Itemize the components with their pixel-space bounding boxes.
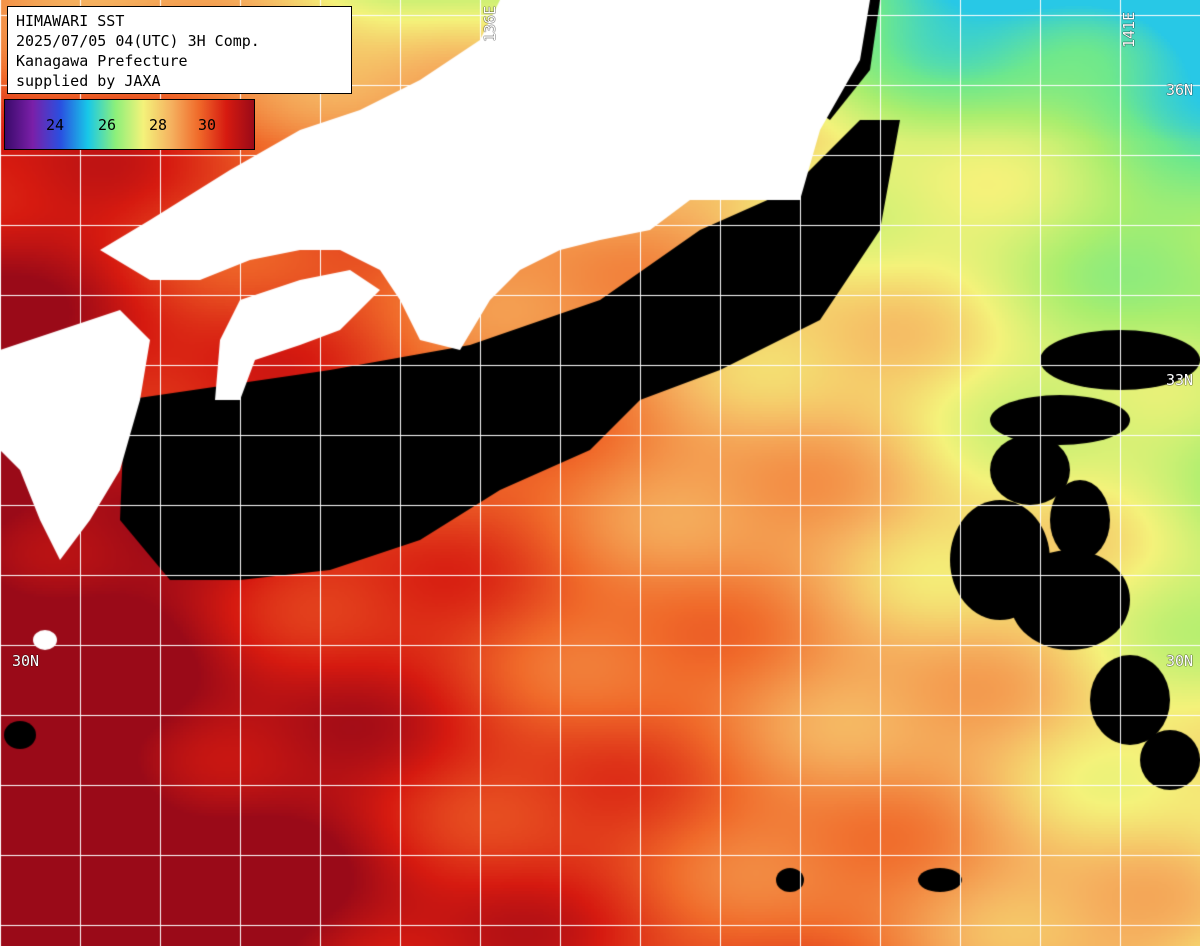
data-credit: supplied by JAXA (16, 72, 161, 90)
provider-org: Kanagawa Prefecture (16, 52, 188, 70)
lon-label-141e: 141E (1120, 11, 1138, 48)
lat-label-30n-right: 30N (1166, 652, 1194, 670)
lat-label-30n-left: 30N (12, 652, 40, 670)
lat-label-36n: 36N (1166, 81, 1194, 99)
colorbar-tick-30: 30 (197, 116, 217, 134)
info-box: HIMAWARI SST 2025/07/05 04(UTC) 3H Comp.… (7, 6, 352, 94)
product-title: HIMAWARI SST (16, 12, 125, 30)
colorbar-tick-26: 26 (97, 116, 117, 134)
colorbar-tick-28: 28 (148, 116, 168, 134)
colorbar-tick-24: 24 (45, 116, 65, 134)
temperature-colorbar: 24 26 28 30 (4, 99, 255, 150)
lon-label-136e: 136E (481, 5, 499, 42)
timestamp: 2025/07/05 04(UTC) 3H Comp. (16, 32, 260, 50)
lat-label-33n: 33N (1166, 371, 1194, 389)
